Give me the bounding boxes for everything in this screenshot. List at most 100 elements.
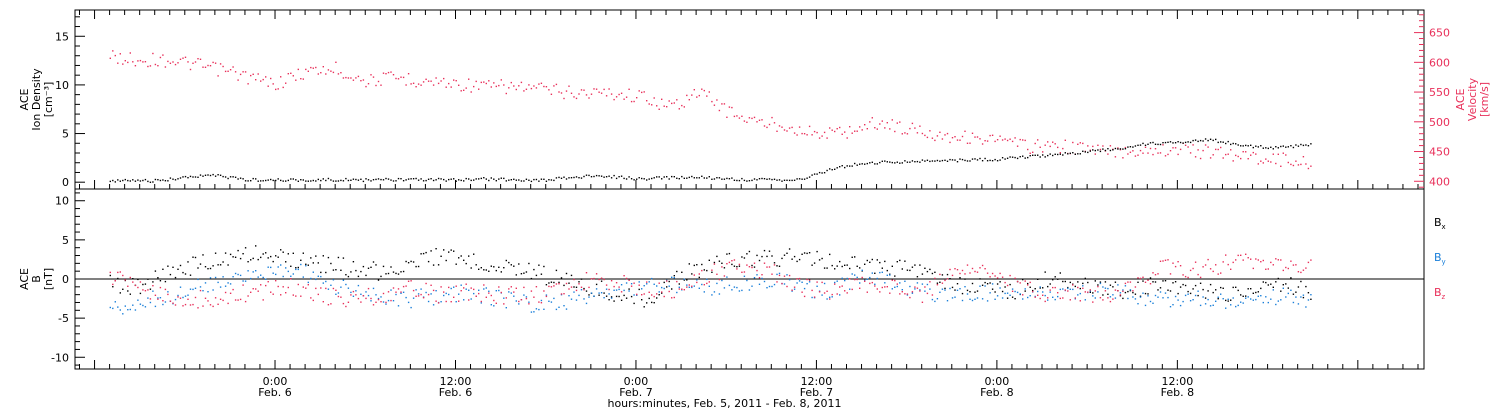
velocity-series-point: [307, 70, 309, 72]
by-series-point: [242, 280, 244, 282]
bx-series-point: [257, 258, 259, 261]
by-series-point: [791, 290, 793, 292]
velocity-series-point: [1240, 157, 1242, 160]
bx-series-point: [167, 265, 169, 267]
velocity-series-point: [357, 75, 360, 78]
bx-series-point: [628, 288, 630, 290]
velocity-series-point: [214, 62, 217, 64]
bz-series-point: [976, 271, 979, 273]
bz-series-point: [658, 282, 660, 284]
x-tick-time-label: 12:00: [440, 375, 472, 388]
density-axis-label-line: [cm⁻³]: [42, 82, 55, 118]
density-series-point: [453, 178, 455, 180]
bz-series-point: [448, 286, 450, 289]
by-series-point: [876, 277, 878, 280]
by-series-point: [926, 283, 929, 286]
velocity-series-point: [954, 136, 956, 138]
density-series-point: [686, 177, 688, 179]
bz-series-point: [1235, 259, 1237, 261]
bx-series-point: [129, 293, 131, 295]
velocity-series-point: [282, 86, 284, 89]
bz-series-point: [410, 280, 412, 282]
bx-series-point: [1204, 297, 1207, 299]
density-series-point: [307, 180, 309, 182]
bz-series-point: [1034, 296, 1036, 298]
bx-series-point: [179, 264, 182, 267]
velocity-series-point: [788, 127, 791, 129]
velocity-series-point: [272, 83, 274, 85]
bz-series-point: [199, 289, 202, 292]
by-series-point: [179, 286, 182, 288]
velocity-series-point: [1001, 139, 1004, 141]
velocity-series-point: [931, 137, 934, 139]
bz-series-point: [538, 301, 540, 303]
bx-series-point: [783, 254, 786, 256]
density-series-point: [701, 175, 703, 177]
bx-series-point: [1242, 295, 1244, 297]
density-series-point: [944, 159, 946, 161]
bx-series-point: [625, 297, 628, 299]
density-series-point: [305, 180, 307, 182]
by-series-point: [776, 273, 778, 276]
by-series-point: [1142, 292, 1144, 294]
bx-series-point: [244, 247, 247, 249]
velocity-series-point: [495, 85, 497, 88]
bz-series-point: [996, 277, 999, 279]
velocity-series-point: [1209, 157, 1212, 159]
velocity-series-point: [275, 88, 277, 91]
bx-series-point: [317, 262, 319, 264]
bz-series-point: [325, 287, 327, 290]
velocity-series-point: [798, 126, 801, 128]
by-series-point: [1212, 304, 1214, 306]
density-series-point: [829, 168, 831, 170]
bz-series-point: [1024, 280, 1026, 282]
by-series-point: [395, 293, 397, 296]
velocity-series-point: [756, 121, 758, 123]
bx-series-point: [169, 273, 172, 276]
bz-series-point: [583, 289, 585, 291]
density-series-point: [1137, 144, 1139, 146]
bz-series-point: [1242, 259, 1244, 261]
density-series-point: [595, 174, 598, 177]
by-series-point: [1067, 287, 1069, 290]
velocity-series-point: [711, 100, 713, 103]
by-series-point: [941, 288, 944, 290]
velocity-series-point: [844, 131, 846, 133]
bz-series-point: [598, 278, 600, 281]
velocity-series-point: [302, 78, 304, 80]
by-series-point: [894, 286, 896, 288]
bx-series-point: [796, 260, 798, 263]
bx-series-point: [1209, 283, 1212, 286]
bz-series-point: [460, 290, 462, 292]
velocity-series-point: [1092, 145, 1094, 148]
bx-series-point: [1307, 292, 1310, 294]
velocity-series-point: [761, 119, 763, 121]
by-series-point: [427, 300, 430, 303]
bz-series-point: [713, 263, 716, 265]
bx-series-point: [1174, 281, 1177, 283]
velocity-series-point: [510, 81, 512, 84]
bz-series-point: [600, 277, 603, 279]
bz-series-point: [1049, 289, 1051, 291]
by-series-point: [1267, 301, 1269, 304]
velocity-series-point: [706, 95, 708, 97]
bx-series-point: [793, 255, 796, 258]
density-series-point: [681, 175, 683, 178]
by-series-point: [849, 288, 851, 290]
velocity-series-point: [876, 128, 878, 130]
density-series-point: [585, 174, 588, 176]
right-tick-label: 650: [1429, 27, 1450, 40]
density-series-point: [390, 179, 392, 181]
bz-series-point: [535, 286, 538, 288]
density-series-point: [991, 160, 994, 162]
velocity-series-point: [1139, 149, 1142, 152]
density-series-point: [285, 180, 287, 182]
density-series-point: [821, 172, 823, 174]
density-series-point: [257, 180, 259, 182]
velocity-series-point: [453, 79, 455, 81]
density-series-point: [776, 179, 778, 181]
density-series-point: [846, 165, 848, 167]
bz-series-point: [247, 295, 249, 297]
velocity-series-point: [270, 77, 272, 80]
density-series-point: [610, 177, 613, 179]
